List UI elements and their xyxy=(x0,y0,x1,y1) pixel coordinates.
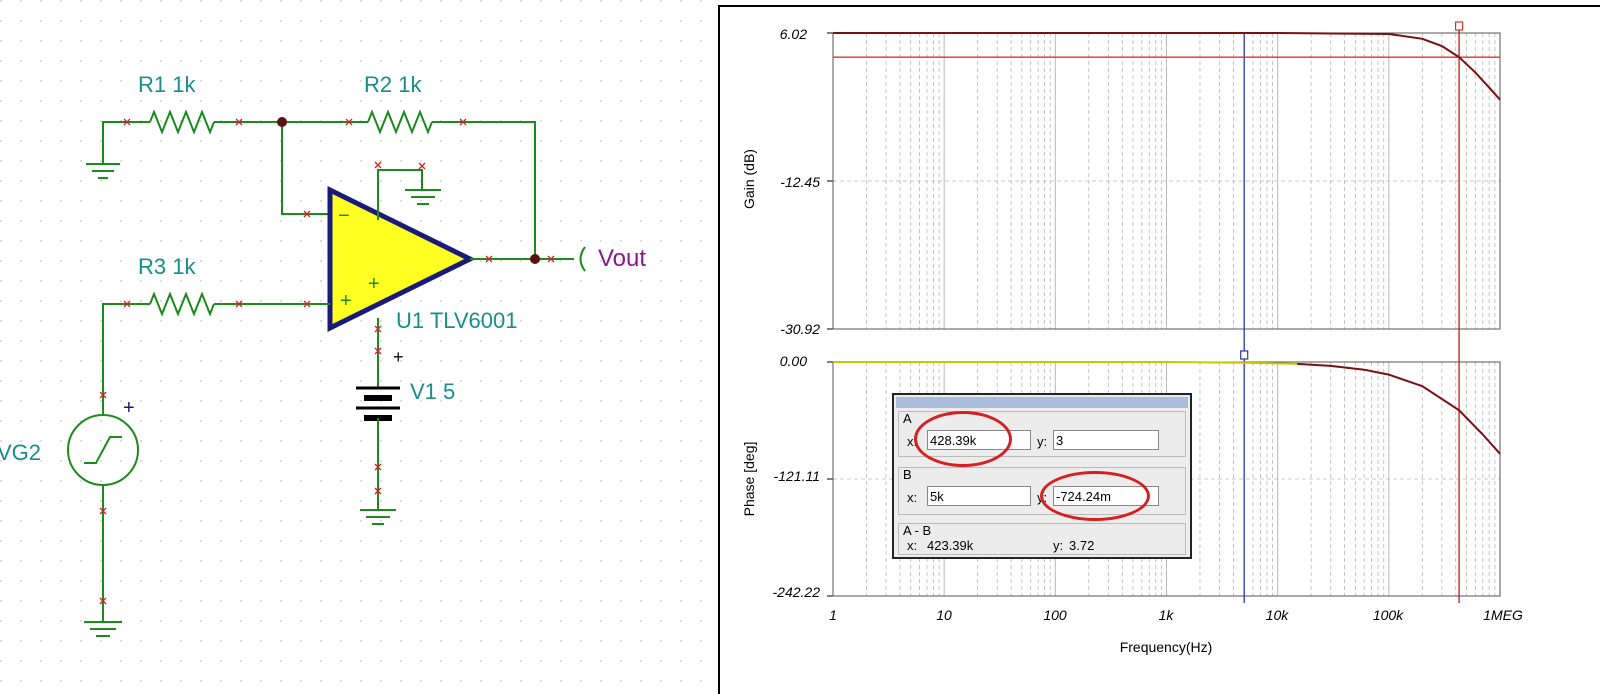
x-tick-0: 1 xyxy=(829,607,837,623)
cursor-a-handle[interactable] xyxy=(1454,21,1464,31)
bode-plot: 6.02 -12.45 -30.92 0.00 -121.11 -242.22 … xyxy=(741,21,1523,655)
r1-label: R1 1k xyxy=(138,72,196,97)
gain-axis-label: Gain (dB) xyxy=(741,149,757,209)
highlight-ring-a-x xyxy=(914,411,1012,467)
x-tick-3: 1k xyxy=(1159,607,1175,623)
circuit-schematic: R1 1k R2 1k − + + U1 TLV6001 Vout R3 1k xyxy=(0,0,715,694)
x-tick-5: 100k xyxy=(1373,607,1404,623)
cursor-diff-y-value: 3.72 xyxy=(1069,538,1095,553)
phase-tick-0: 0.00 xyxy=(780,353,807,369)
cursor-b-x-field[interactable]: 5k xyxy=(927,486,1031,506)
cursor-b-x-label: x: xyxy=(907,490,918,505)
gain-tick-0: 6.02 xyxy=(780,26,807,42)
phase-axis-label: Phase [deg] xyxy=(741,442,757,517)
phase-trace xyxy=(1297,362,1501,455)
gain-tick-1: -12.45 xyxy=(780,174,820,190)
x-tick-1: 10 xyxy=(936,607,952,623)
battery-plus-sign: + xyxy=(393,347,404,367)
cursor-a-group-label: A xyxy=(903,411,912,426)
cursor-b-handle[interactable] xyxy=(1240,350,1249,360)
cursor-diff-group-label: A - B xyxy=(903,523,932,538)
opamp-minus-sign: − xyxy=(338,205,350,227)
cursor-readout-window[interactable]: A x: 428.39k y: 3 B x: 5k y: -724.24m A … xyxy=(892,393,1192,559)
resistor-r1[interactable] xyxy=(102,109,282,144)
phase-trace-flat xyxy=(833,361,1298,365)
cursor-a-x-label: x: xyxy=(907,434,918,449)
source-plus-sign: + xyxy=(123,397,135,419)
resistor-r2[interactable] xyxy=(282,109,536,259)
cursor-window-titlebar[interactable] xyxy=(896,397,1188,408)
junction-node-1 xyxy=(277,117,287,127)
gain-grid xyxy=(827,32,1500,330)
cursor-b-group-label: B xyxy=(903,467,912,482)
junction-node-2 xyxy=(530,254,540,264)
battery-label: V1 5 xyxy=(410,379,455,404)
resistor-r3[interactable] xyxy=(102,291,330,415)
x-tick-2: 100 xyxy=(1043,607,1067,623)
opamp-label: U1 TLV6001 xyxy=(396,308,518,333)
x-tick-4: 10k xyxy=(1266,607,1290,623)
cursor-diff-x-label: x: xyxy=(907,538,918,553)
x-tick-6: 1MEG xyxy=(1483,607,1523,623)
cursor-diff-x-value: 423.39k xyxy=(927,538,974,553)
x-axis-label: Frequency(Hz) xyxy=(1120,639,1213,655)
wire-output xyxy=(470,246,586,272)
gain-tick-2: -30.92 xyxy=(780,321,820,337)
highlight-ring-b-y xyxy=(1040,471,1150,521)
ground-r1 xyxy=(86,144,120,179)
cursor-a-y-field[interactable]: 3 xyxy=(1053,430,1159,450)
cursor-diff-y-label: y: xyxy=(1053,538,1064,553)
bode-plot-window: 6.02 -12.45 -30.92 0.00 -121.11 -242.22 … xyxy=(718,5,1600,694)
pin-markers xyxy=(99,118,555,605)
phase-tick-1: -121.11 xyxy=(774,468,820,484)
signal-source-vg2[interactable] xyxy=(67,414,139,637)
r3-label: R3 1k xyxy=(138,254,196,279)
opamp-u1[interactable] xyxy=(327,185,476,333)
cursor-a-y-label: y: xyxy=(1037,434,1048,449)
wire-inverting xyxy=(281,122,330,215)
ground-opamp xyxy=(377,169,441,220)
opamp-plus-supply-sign: + xyxy=(368,273,380,295)
battery-v1[interactable] xyxy=(356,318,400,525)
source-label: VG2 xyxy=(0,440,41,465)
cursor-diff-group: A - B x: 423.39k y: 3.72 xyxy=(898,523,1186,555)
net-label-vout[interactable]: Vout xyxy=(598,245,646,272)
gain-trace xyxy=(833,32,1501,101)
opamp-plus-input-sign: + xyxy=(340,290,352,312)
phase-tick-2: -242.22 xyxy=(773,584,821,600)
r2-label: R2 1k xyxy=(364,72,422,97)
